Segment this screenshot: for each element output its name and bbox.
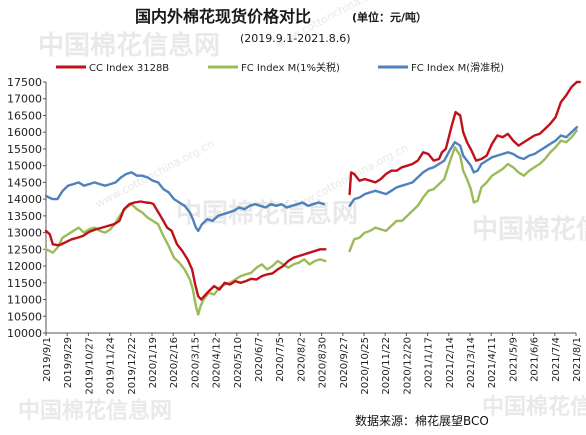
x-axis: 2019/9/1 2019/9/29 2019/10/27 2019/11/24 201… — [42, 332, 583, 395]
y-tick-label: 14000 — [7, 193, 42, 206]
x-tick-label: 2019/10/27 — [84, 337, 95, 395]
series-line-cc — [348, 80, 581, 196]
x-tick-label: 2020/7/5 — [275, 337, 286, 382]
x-tick-label: 2020/8/2 — [296, 337, 307, 382]
y-axis: 10000 10500 11000 11500 12000 12500 13000 13500… — [7, 76, 47, 340]
y-tick-label: 16000 — [7, 126, 42, 139]
y-tick-label: 17000 — [7, 93, 42, 106]
y-tick-label: 17500 — [7, 76, 42, 89]
unit-label: (单位：元/吨） — [352, 10, 427, 24]
x-tick-label: 2020/11/22 — [381, 337, 392, 395]
legend-label-fcm: FC Index M(1%关税) — [241, 61, 340, 74]
y-tick-label: 15500 — [7, 143, 42, 156]
x-tick-label: 2021/1/17 — [424, 337, 435, 388]
series-line-fc-m-sliding — [348, 125, 578, 208]
x-tick-label: 2021/2/14 — [445, 337, 456, 388]
legend: CC Index 3128B FC Index M(1%关税) FC Index… — [56, 61, 504, 74]
x-tick-label: 2021/7/4 — [551, 337, 562, 382]
legend-label-fcs: FC Index M(滑准税) — [411, 61, 504, 74]
plot-area — [44, 80, 581, 316]
x-tick-label: 2021/8/1 — [572, 337, 583, 382]
x-tick-label: 2019/9/1 — [42, 337, 53, 382]
x-tick-label: 2020/10/25 — [360, 337, 371, 395]
watermark-text: 中国棉花信息网 — [482, 394, 586, 420]
y-tick-label: 14500 — [7, 176, 42, 189]
x-tick-label: 2019/11/24 — [106, 337, 117, 395]
chart-subtitle: (2019.9.1-2021.8.6) — [240, 32, 351, 45]
legend-label-cc: CC Index 3128B — [89, 63, 169, 74]
x-tick-label: 2020/4/12 — [212, 337, 223, 388]
x-tick-label: 2019/9/29 — [63, 337, 74, 388]
x-tick-label: 2020/2/16 — [169, 337, 180, 388]
x-tick-label: 2020/3/15 — [190, 337, 201, 388]
x-tick-label: 2020/8/30 — [318, 337, 329, 388]
series-line-fc-m-sliding — [44, 171, 326, 233]
x-tick-label: 2020/12/20 — [402, 337, 413, 395]
y-tick-label: 11000 — [7, 294, 42, 307]
series-line-fc-m-1pct — [44, 202, 327, 316]
series-line-fc-m-1pct — [348, 129, 578, 253]
y-tick-label: 11500 — [7, 277, 42, 290]
x-tick-label: 2021/3/14 — [466, 337, 477, 388]
y-tick-label: 12500 — [7, 243, 42, 256]
chart-title: 国内外棉花现货价格对比 — [135, 7, 311, 26]
y-tick-label: 10500 — [7, 310, 42, 323]
watermark-text: 中国棉花信息网 — [176, 198, 358, 229]
y-tick-label: 16500 — [7, 109, 42, 122]
x-tick-label: 2020/6/7 — [254, 337, 265, 382]
series-line-cc — [44, 200, 327, 301]
y-tick-label: 13000 — [7, 227, 42, 240]
x-tick-label: 2021/5/9 — [508, 337, 519, 382]
y-tick-label: 12000 — [7, 260, 42, 273]
y-tick-label: 15000 — [7, 160, 42, 173]
x-tick-label: 2020/9/27 — [339, 337, 350, 388]
data-source: 数据来源：棉花展望BCO — [355, 413, 489, 428]
x-tick-label: 2021/6/6 — [530, 337, 541, 382]
x-tick-label: 2020/5/10 — [233, 337, 244, 388]
watermark-text: 中国棉花信息网 — [472, 214, 586, 245]
x-tick-label: 2020/1/19 — [148, 337, 159, 388]
watermark-text: 中国棉花信息网 — [38, 30, 220, 61]
watermark-text: 中国棉花信息网 — [18, 398, 172, 424]
x-tick-label: 2019/12/22 — [127, 337, 138, 395]
y-tick-label: 10000 — [7, 327, 42, 340]
y-tick-label: 13500 — [7, 210, 42, 223]
x-tick-label: 2021/4/11 — [487, 337, 498, 388]
